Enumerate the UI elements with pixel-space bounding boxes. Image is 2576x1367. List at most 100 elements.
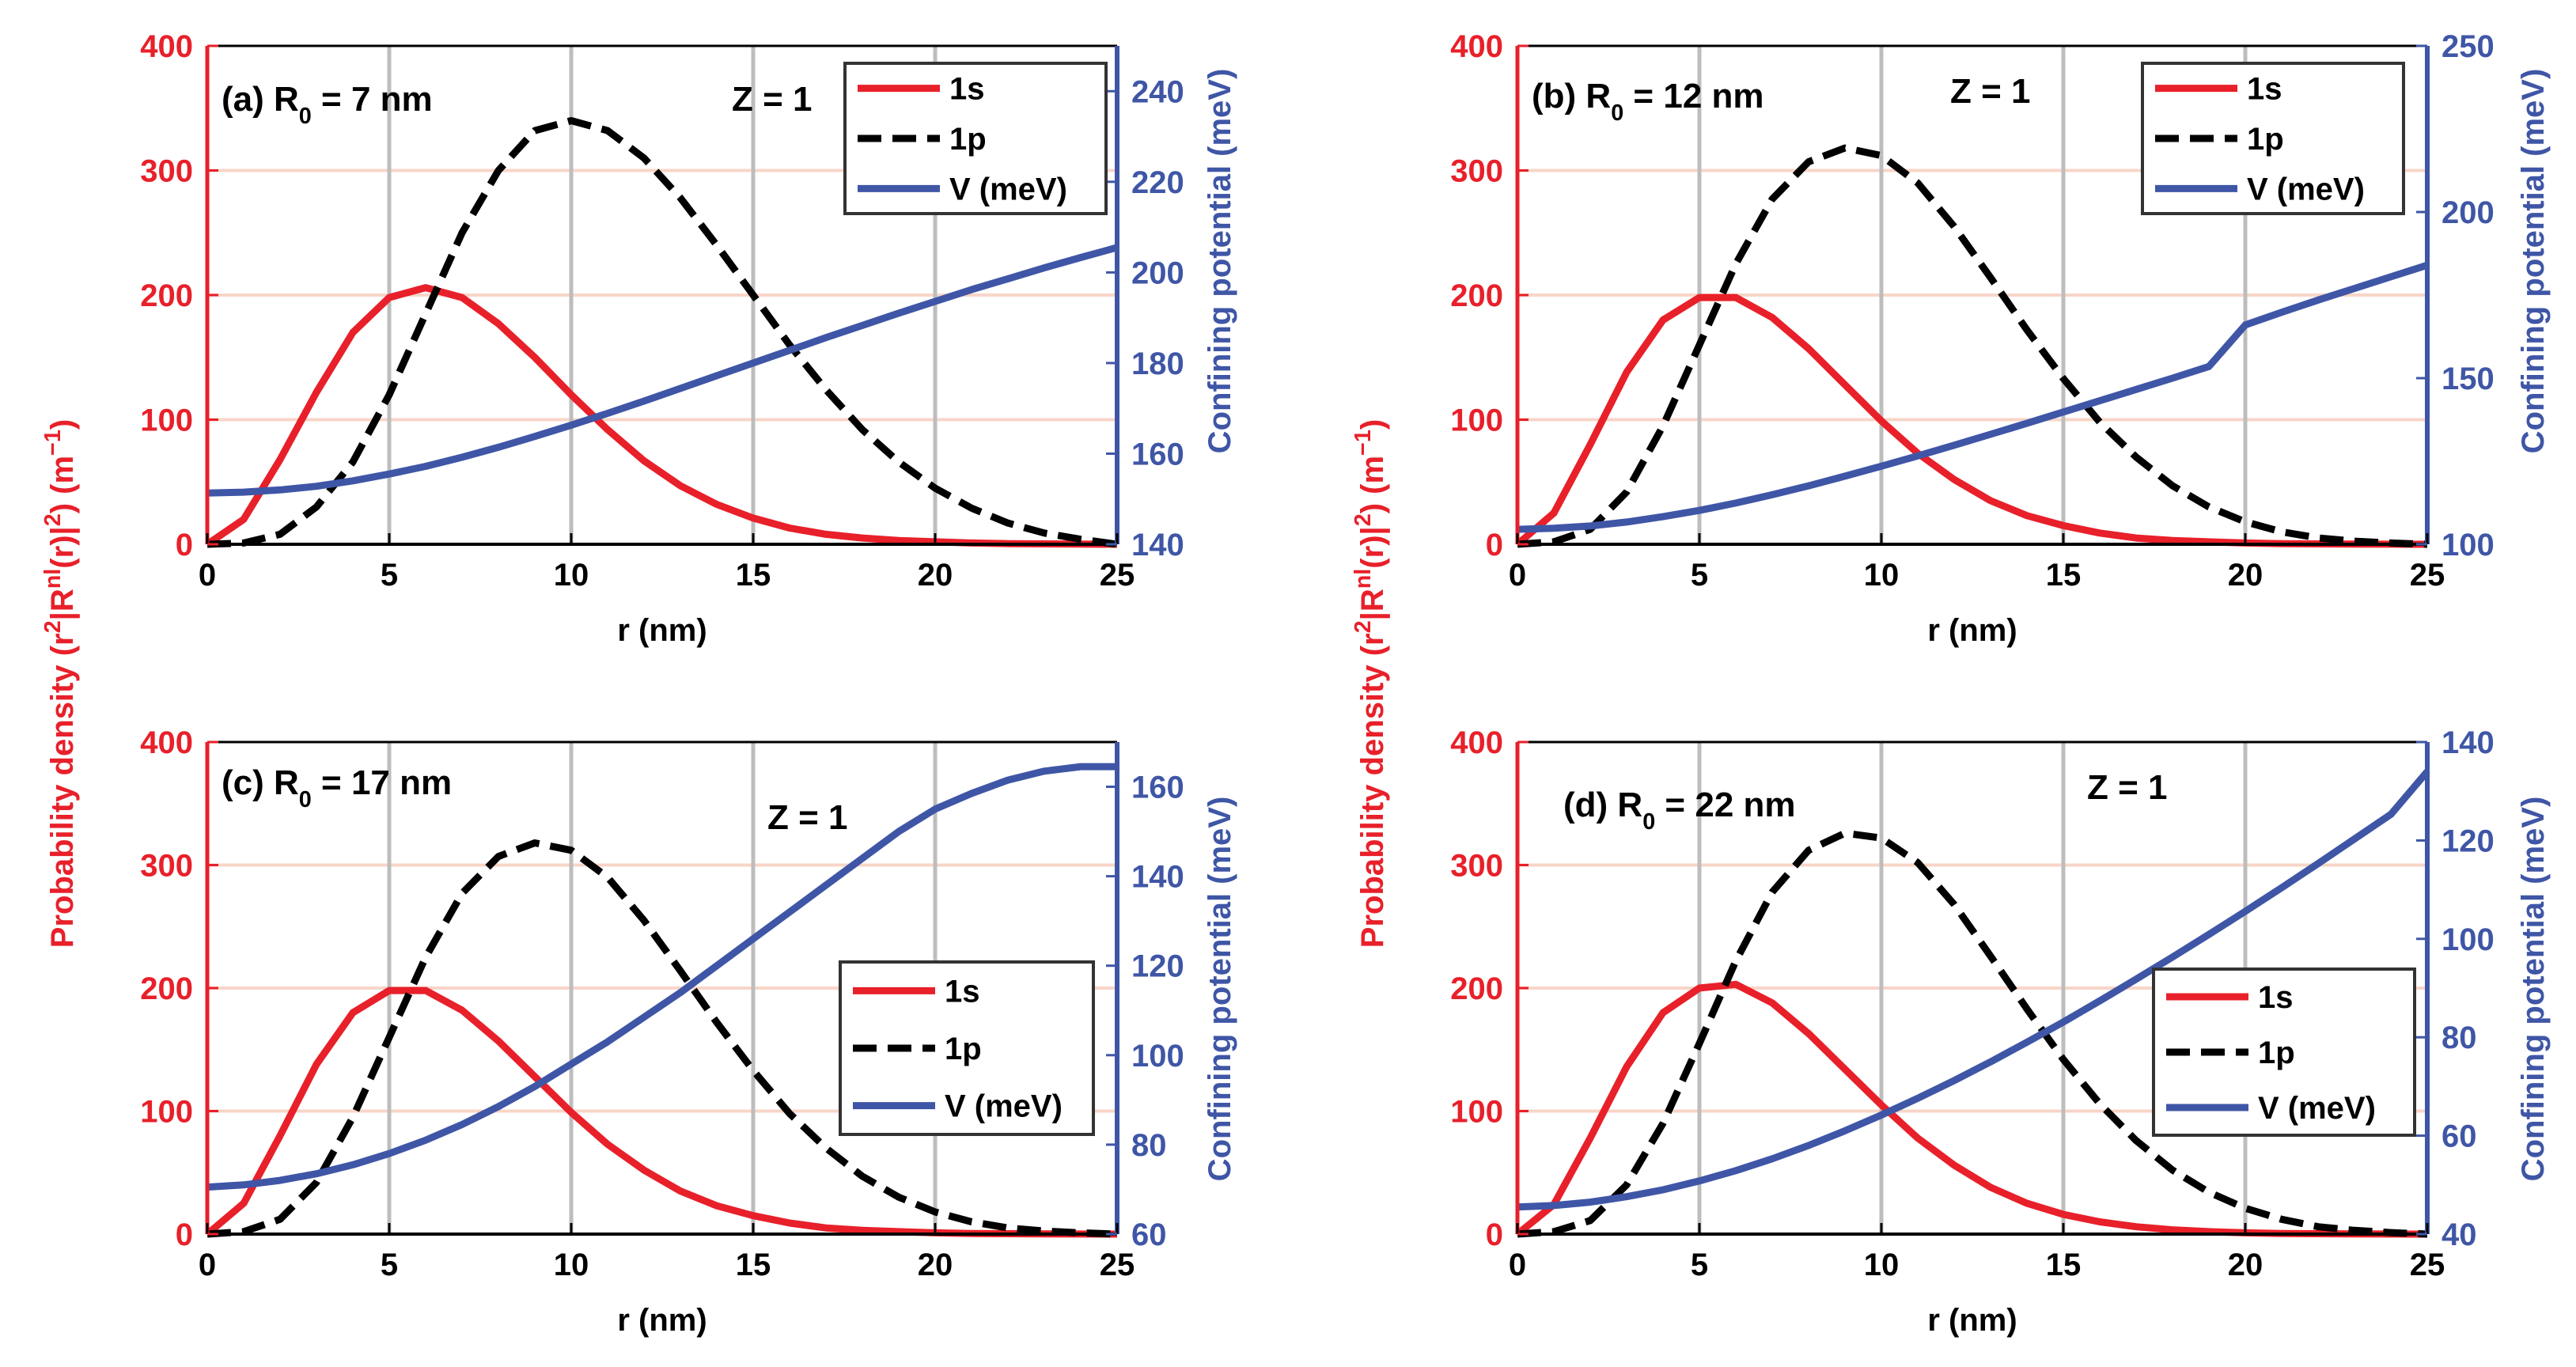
x-tick-label: 5 — [1691, 558, 1708, 593]
series-1p-line — [206, 839, 1118, 1238]
legend-entry: V (meV) — [945, 1089, 1063, 1124]
left-ylabel-part-7: −1 — [1351, 430, 1376, 456]
right-ylabel-top-right: Confining potential (meV) — [2516, 69, 2551, 454]
right-y-tick-label: 160 — [1131, 437, 1184, 471]
left-y-tick-label: 200 — [140, 278, 193, 313]
panel-label: (a) R0 = 7 nm — [222, 80, 433, 129]
right-y-tick-label: 140 — [1131, 860, 1184, 895]
panel-a: 0 5 10 15 20 25 r (nm) 0 100 200 300 400 140 160 180 20… — [140, 29, 1184, 648]
x-tick-label: 15 — [2046, 1248, 2082, 1282]
left-ylabel-part-1: 2 — [40, 620, 66, 633]
legend-entry: V (meV) — [2247, 172, 2365, 206]
legend-entry: V (meV) — [949, 172, 1067, 206]
x-tick-label: 5 — [381, 558, 398, 593]
legend-entry: 1p — [2247, 122, 2284, 157]
right-y-tick-label: 120 — [1131, 949, 1184, 984]
series-vmev-line — [206, 244, 1119, 497]
right-y-tick-label: 250 — [2442, 29, 2495, 64]
left-y-tick-label: 100 — [1450, 403, 1503, 438]
x-tick-label: 0 — [1509, 1248, 1526, 1282]
x-tick-label: 10 — [554, 558, 589, 593]
legend-entry: 1s — [2258, 980, 2294, 1015]
left-ylabel-part-2: |R — [45, 589, 80, 620]
panel-label: (b) R0 = 12 nm — [1532, 77, 1764, 126]
x-tick-label: 10 — [1864, 558, 1900, 593]
left-y-tick-label: 400 — [1450, 725, 1503, 760]
left-y-tick-label: 200 — [1450, 971, 1503, 1006]
right-ylabel-top-left: Confining potential (meV) — [1203, 69, 1237, 454]
panel-c: 0 5 10 15 20 25 r (nm) 0 100 200 300 400 60 80 100 120 1… — [140, 725, 1184, 1338]
left-y-tick-label: 100 — [1450, 1095, 1503, 1130]
right-y-tick-label: 100 — [2442, 922, 2495, 957]
panel-label-part-2: = 7 nm — [312, 80, 433, 119]
panel-label-part-2: = 12 nm — [1623, 77, 1763, 115]
panel-label: (d) R0 = 22 nm — [1563, 786, 1796, 835]
x-tick-label: 25 — [1100, 1248, 1135, 1282]
left-ylabel-part-0: Probability density (r — [45, 633, 80, 948]
left-ylabel-part-0: Probability density (r — [1355, 633, 1390, 948]
x-tick-label: 25 — [2410, 558, 2445, 593]
series-1p-line — [1517, 144, 2428, 548]
legend-entry: 1s — [2247, 72, 2282, 107]
left-y-tick-label: 0 — [176, 1217, 193, 1252]
legend: 1s 1p V (meV) — [2152, 968, 2416, 1137]
panel-label-part-0: (b) R — [1532, 77, 1611, 115]
z-label: Z = 1 — [767, 798, 848, 837]
left-ylabel-part-8: ) — [1355, 419, 1390, 430]
legend: 1s 1p V (meV) — [839, 960, 1095, 1136]
left-ylabel-part-3: nl — [1351, 569, 1376, 589]
panel-label-part-1: 0 — [1611, 100, 1623, 126]
x-axis-label: r (nm) — [1927, 1303, 2017, 1338]
right-y-tick-label: 80 — [2442, 1021, 2477, 1055]
x-tick-label: 25 — [2410, 1248, 2445, 1282]
right-y-tick-label: 40 — [2442, 1217, 2477, 1252]
left-y-tick-label: 400 — [1450, 29, 1503, 64]
right-y-tick-label: 220 — [1131, 165, 1184, 200]
left-y-tick-label: 300 — [140, 849, 193, 884]
panel-label-part-2: = 22 nm — [1655, 786, 1795, 824]
left-ylabel-panel-column-2: Probability density (r2|Rnl(r)|2) (m−1) — [1351, 419, 1390, 948]
right-y-tick-label: 60 — [2442, 1119, 2477, 1154]
right-y-tick-label: 120 — [2442, 824, 2495, 858]
panel-label-part-1: 0 — [299, 787, 312, 812]
left-ylabel-part-7: −1 — [40, 430, 66, 456]
left-ylabel-part-6: ) (m — [45, 456, 80, 513]
x-tick-label: 5 — [1691, 1248, 1708, 1282]
right-y-tick-label: 240 — [1131, 74, 1184, 109]
x-axis-label: r (nm) — [617, 1303, 707, 1338]
x-tick-label: 10 — [554, 1248, 589, 1282]
x-tick-label: 0 — [199, 558, 216, 593]
left-ylabel-part-4: (r)| — [1355, 526, 1390, 568]
panel-label-part-1: 0 — [1642, 809, 1655, 835]
legend: 1s 1p V (meV) — [2141, 62, 2405, 215]
x-tick-label: 0 — [199, 1248, 216, 1282]
legend-entry: 1p — [945, 1032, 982, 1066]
legend: 1s 1p V (meV) — [843, 62, 1108, 215]
right-y-tick-label: 160 — [1131, 771, 1184, 805]
legend-entry: V (meV) — [2258, 1091, 2376, 1126]
x-axis-label: r (nm) — [617, 613, 707, 648]
legend-entry: 1s — [945, 974, 980, 1009]
x-tick-label: 15 — [736, 1248, 771, 1282]
series-vmev-line — [206, 763, 1117, 1191]
z-label: Z = 1 — [2087, 768, 2168, 807]
right-ylabel-bottom-left: Confining potential (meV) — [1203, 797, 1237, 1182]
left-ylabel-part-1: 2 — [1351, 620, 1376, 633]
series-vmev-line — [1517, 769, 2430, 1211]
z-label: Z = 1 — [732, 80, 813, 119]
left-ylabel-part-5: 2 — [40, 513, 66, 526]
left-ylabel-part-8: ) — [45, 419, 80, 430]
left-y-tick-label: 300 — [1450, 154, 1503, 189]
left-y-tick-label: 300 — [1450, 849, 1503, 884]
left-ylabel-part-5: 2 — [1351, 513, 1376, 526]
left-y-tick-label: 0 — [1486, 1217, 1503, 1252]
x-tick-label: 5 — [381, 1248, 398, 1282]
panel-b: 0 5 10 15 20 25 r (nm) 0 100 200 300 400 100 150 200 25… — [1450, 29, 2495, 648]
panel-label-part-0: (c) R — [222, 763, 299, 802]
series-1s-line — [205, 284, 1118, 548]
left-y-tick-label: 200 — [140, 971, 193, 1006]
series-1p-line — [1517, 829, 2428, 1238]
right-y-tick-label: 150 — [2442, 362, 2495, 396]
x-tick-label: 15 — [736, 558, 771, 593]
